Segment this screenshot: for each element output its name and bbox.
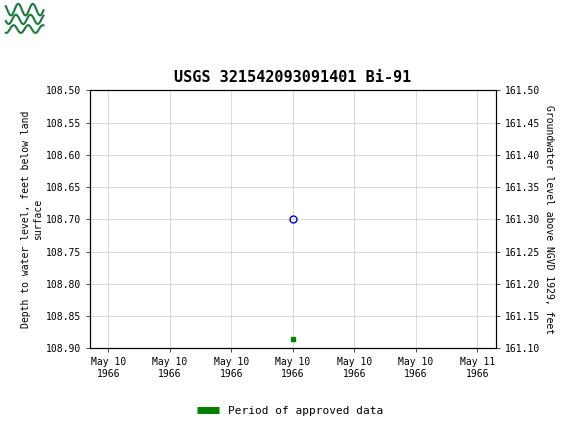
- FancyBboxPatch shape: [3, 3, 49, 36]
- Text: USGS: USGS: [55, 10, 110, 28]
- Y-axis label: Depth to water level, feet below land
surface: Depth to water level, feet below land su…: [21, 111, 43, 328]
- Y-axis label: Groundwater level above NGVD 1929, feet: Groundwater level above NGVD 1929, feet: [545, 105, 554, 334]
- Title: USGS 321542093091401 Bi-91: USGS 321542093091401 Bi-91: [174, 70, 412, 85]
- Legend: Period of approved data: Period of approved data: [193, 401, 387, 420]
